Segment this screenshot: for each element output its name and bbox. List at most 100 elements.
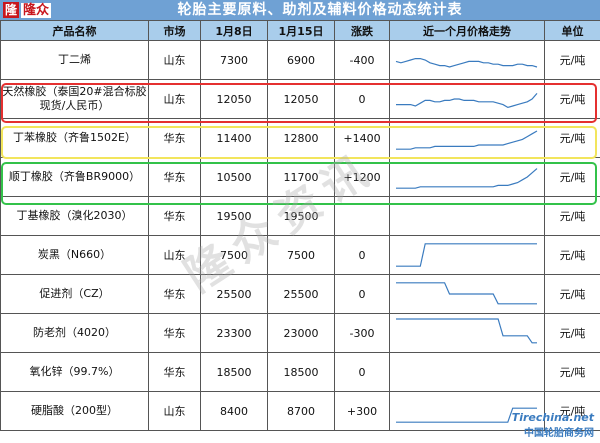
market-cell: 山东 <box>148 79 201 119</box>
product-name: 促进剂（CZ） <box>0 274 149 314</box>
unit-cell: 元/吨 <box>544 40 600 80</box>
trend-line <box>396 318 537 344</box>
brand-site: Tirechina.net <box>511 411 594 424</box>
price-table: 产品名称 市场 1月8日 1月15日 涨跌 近一个月价格走势 单位 丁二烯 山东 7… <box>0 20 600 431</box>
product-name: 防老剂（4020） <box>0 313 149 353</box>
market-cell: 华东 <box>148 118 201 158</box>
price-jan8: 7300 <box>200 40 268 80</box>
unit-cell: 元/吨 <box>544 274 600 314</box>
price-jan15: 23000 <box>267 313 335 353</box>
price-jan8: 10500 <box>200 157 268 197</box>
price-jan15: 19500 <box>267 196 335 236</box>
price-jan8: 25500 <box>200 274 268 314</box>
trend-cell <box>389 157 545 197</box>
product-name: 丁苯橡胶（齐鲁1502E） <box>0 118 149 158</box>
logo-text: 隆众 <box>21 2 52 18</box>
change-cell: +300 <box>334 391 390 431</box>
logo-icon: 隆 <box>3 2 19 18</box>
product-name: 硬脂酸（200型） <box>0 391 149 431</box>
logo: 隆 隆众 <box>3 2 52 18</box>
col-header-trend: 近一个月价格走势 <box>389 20 545 41</box>
trend-sparkline <box>390 198 543 234</box>
product-name: 顺丁橡胶（齐鲁BR9000） <box>0 157 149 197</box>
unit-cell: 元/吨 <box>544 196 600 236</box>
trend-sparkline <box>396 243 537 267</box>
price-jan15: 12050 <box>267 79 335 119</box>
product-name: 氧化锌（99.7%） <box>0 352 149 392</box>
product-name: 天然橡胶（泰国20#混合标胶现货/人民币） <box>0 79 149 119</box>
trend-cell <box>389 196 545 236</box>
unit-cell: 元/吨 <box>544 235 600 275</box>
trend-line <box>396 93 538 109</box>
trend-line <box>396 243 537 267</box>
price-jan8: 12050 <box>200 79 268 119</box>
market-cell: 华东 <box>148 157 201 197</box>
trend-cell <box>389 352 545 392</box>
change-cell: +1400 <box>334 118 390 158</box>
market-cell: 山东 <box>148 40 201 80</box>
table-row: 防老剂（4020） 华东 23300 23000 -300 元/吨 <box>0 313 600 353</box>
trend-sparkline <box>395 58 538 68</box>
trend-sparkline <box>396 130 538 150</box>
title-bar: 隆 隆众 轮胎主要原料、助剂及辅料价格动态统计表 <box>0 0 600 20</box>
price-jan8: 11400 <box>200 118 268 158</box>
price-jan8: 8400 <box>200 391 268 431</box>
table-row: 丁二烯 山东 7300 6900 -400 元/吨 <box>0 40 600 80</box>
price-jan15: 8700 <box>267 391 335 431</box>
table-row: 促进剂（CZ） 华东 25500 25500 0 元/吨 <box>0 274 600 314</box>
product-name: 丁基橡胶（溴化2030） <box>0 196 149 236</box>
price-jan8: 23300 <box>200 313 268 353</box>
trend-sparkline <box>396 318 537 344</box>
trend-sparkline <box>396 282 537 305</box>
change-cell: -300 <box>334 313 390 353</box>
trend-cell <box>389 118 545 158</box>
market-cell: 华东 <box>148 352 201 392</box>
table-header-row: 产品名称 市场 1月8日 1月15日 涨跌 近一个月价格走势 单位 <box>0 20 600 41</box>
trend-cell <box>389 274 545 314</box>
trend-cell <box>389 40 545 80</box>
change-cell: 0 <box>334 274 390 314</box>
trend-cell <box>389 391 545 431</box>
price-jan8: 19500 <box>200 196 268 236</box>
change-cell: 0 <box>334 352 390 392</box>
page-title: 轮胎主要原料、助剂及辅料价格动态统计表 <box>177 2 463 18</box>
price-jan8: 18500 <box>200 352 268 392</box>
change-cell: 0 <box>334 79 390 119</box>
price-jan8: 7500 <box>200 235 268 275</box>
table-row: 炭黑（N660） 山东 7500 7500 0 元/吨 <box>0 235 600 275</box>
price-jan15: 6900 <box>267 40 335 80</box>
price-jan15: 18500 <box>267 352 335 392</box>
market-cell: 华东 <box>148 196 201 236</box>
trend-line <box>396 168 538 189</box>
col-header-jan15: 1月15日 <box>267 20 335 41</box>
unit-cell: 元/吨 <box>544 157 600 197</box>
change-cell <box>334 196 390 236</box>
brand-logo: Tirechina.net 中国轮胎商务网 <box>512 411 594 439</box>
market-cell: 华东 <box>148 313 201 353</box>
table-row: 丁基橡胶（溴化2030） 华东 19500 19500 元/吨 <box>0 196 600 236</box>
product-name: 丁二烯 <box>0 40 149 80</box>
col-header-product: 产品名称 <box>0 20 149 41</box>
market-cell: 山东 <box>148 235 201 275</box>
trend-sparkline <box>396 407 537 423</box>
unit-cell: 元/吨 <box>544 79 600 119</box>
product-name: 炭黑（N660） <box>0 235 149 275</box>
trend-line <box>396 130 538 150</box>
change-cell: -400 <box>334 40 390 80</box>
trend-cell <box>389 313 545 353</box>
col-header-jan8: 1月8日 <box>200 20 268 41</box>
trend-cell <box>389 79 545 119</box>
price-jan15: 25500 <box>267 274 335 314</box>
trend-line <box>395 58 538 68</box>
table-row: 硬脂酸（200型） 山东 8400 8700 +300 元/吨 <box>0 391 600 431</box>
trend-sparkline <box>396 93 538 109</box>
trend-sparkline <box>390 354 543 390</box>
table-row: 天然橡胶（泰国20#混合标胶现货/人民币） 山东 12050 12050 0 元/吨 <box>0 79 600 119</box>
col-header-unit: 单位 <box>544 20 600 41</box>
market-cell: 山东 <box>148 391 201 431</box>
col-header-market: 市场 <box>148 20 201 41</box>
trend-line <box>396 282 537 305</box>
trend-sparkline <box>396 168 538 189</box>
table-row: 氧化锌（99.7%） 华东 18500 18500 0 元/吨 <box>0 352 600 392</box>
